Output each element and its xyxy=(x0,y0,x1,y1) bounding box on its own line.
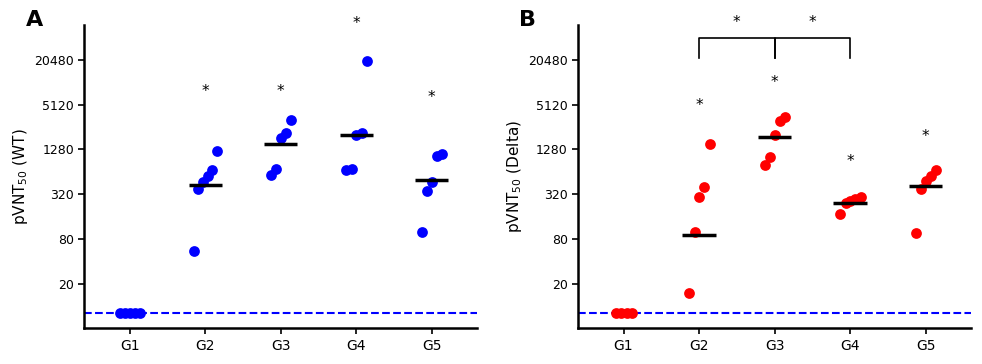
Point xyxy=(344,166,359,172)
Point xyxy=(691,194,707,200)
Point xyxy=(122,310,137,316)
Point xyxy=(778,114,793,120)
Point xyxy=(186,248,201,254)
Text: *: * xyxy=(846,154,854,169)
Text: *: * xyxy=(733,15,740,30)
Point xyxy=(762,154,778,160)
Point xyxy=(354,130,369,136)
Point xyxy=(209,149,225,154)
Point xyxy=(263,172,279,178)
Point xyxy=(199,173,215,179)
Text: *: * xyxy=(808,15,816,30)
Point xyxy=(696,184,712,190)
Point xyxy=(918,178,934,184)
Point xyxy=(359,58,375,64)
Point xyxy=(195,179,211,185)
Point xyxy=(434,151,450,157)
Y-axis label: pVNT$_{50}$ (WT): pVNT$_{50}$ (WT) xyxy=(11,128,30,225)
Point xyxy=(349,132,364,138)
Point xyxy=(273,135,289,141)
Text: *: * xyxy=(277,84,285,99)
Point xyxy=(608,310,624,316)
Point xyxy=(414,229,430,235)
Point xyxy=(772,118,788,124)
Point xyxy=(339,167,355,173)
Text: A: A xyxy=(26,10,43,30)
Text: *: * xyxy=(353,16,360,31)
Point xyxy=(682,290,697,296)
Point xyxy=(847,196,863,202)
Point xyxy=(284,117,300,123)
Point xyxy=(757,162,773,168)
Point xyxy=(191,186,206,191)
Text: *: * xyxy=(771,75,779,90)
Point xyxy=(838,201,853,206)
Point xyxy=(624,310,639,316)
Point xyxy=(268,166,284,172)
Point xyxy=(908,230,924,236)
Point xyxy=(118,310,134,316)
Point xyxy=(614,310,629,316)
Point xyxy=(928,167,944,173)
Point xyxy=(833,211,848,217)
Text: B: B xyxy=(519,10,536,30)
Point xyxy=(843,198,858,204)
Point xyxy=(112,310,128,316)
Point xyxy=(278,130,294,136)
Point xyxy=(128,310,143,316)
Point xyxy=(686,229,702,235)
Point xyxy=(424,179,440,185)
Point xyxy=(852,194,868,200)
Point xyxy=(429,153,445,159)
Point xyxy=(767,132,783,138)
Point xyxy=(133,310,148,316)
Point xyxy=(923,173,939,178)
Point xyxy=(702,141,718,147)
Text: *: * xyxy=(922,129,929,144)
Point xyxy=(619,310,634,316)
Text: *: * xyxy=(428,90,436,106)
Point xyxy=(913,186,929,191)
Point xyxy=(204,167,220,173)
Text: *: * xyxy=(201,84,209,99)
Text: *: * xyxy=(695,98,703,112)
Point xyxy=(419,188,435,194)
Y-axis label: pVNT$_{50}$ (Delta): pVNT$_{50}$ (Delta) xyxy=(505,120,523,233)
